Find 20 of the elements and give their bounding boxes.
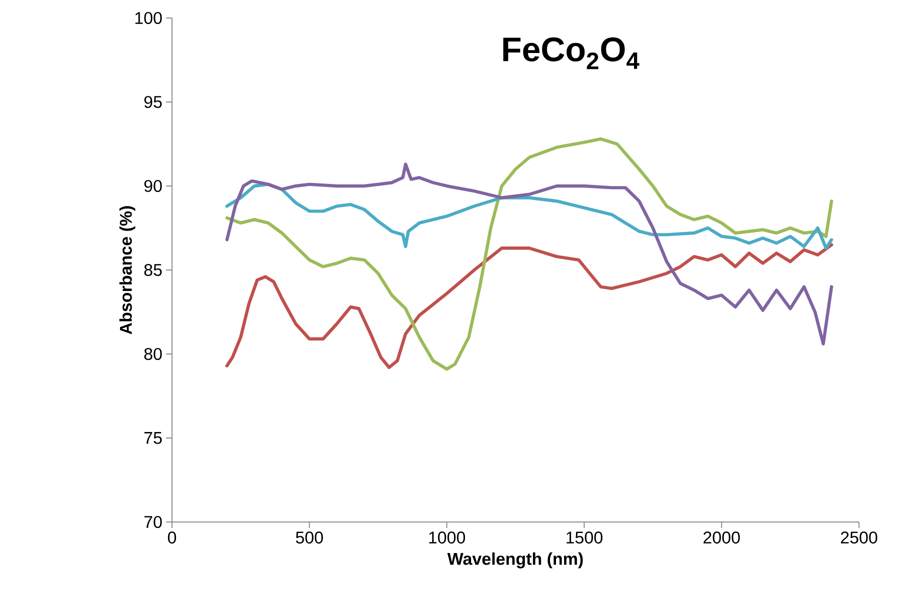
x-tick-label: 1000 [429, 532, 466, 544]
x-tick-label: 500 [296, 532, 323, 544]
y-tick-label: 100 [135, 12, 162, 24]
x-tick-label: 0 [168, 532, 176, 544]
y-tick-label: 70 [144, 516, 162, 528]
x-tick-label: 1500 [566, 532, 602, 544]
chart-title: FeCo$_{2}$O$_{4}$ [503, 37, 640, 70]
x-tick-label: 2000 [704, 532, 740, 544]
y-tick-label: 85 [144, 264, 162, 276]
y-tick-label: 90 [144, 180, 162, 192]
line-series [225, 243, 834, 370]
y-tick-label: 75 [144, 432, 162, 444]
y-tick-label: 80 [144, 348, 162, 360]
x-axis-title: Wavelength (nm) [447, 552, 583, 568]
x-tick-label: 2500 [840, 532, 878, 544]
y-axis-title: Absorbance (%) [119, 206, 136, 334]
line-series [225, 162, 834, 346]
line-series [225, 182, 834, 250]
y-tick-label: 95 [144, 96, 162, 108]
line-series [225, 137, 834, 371]
